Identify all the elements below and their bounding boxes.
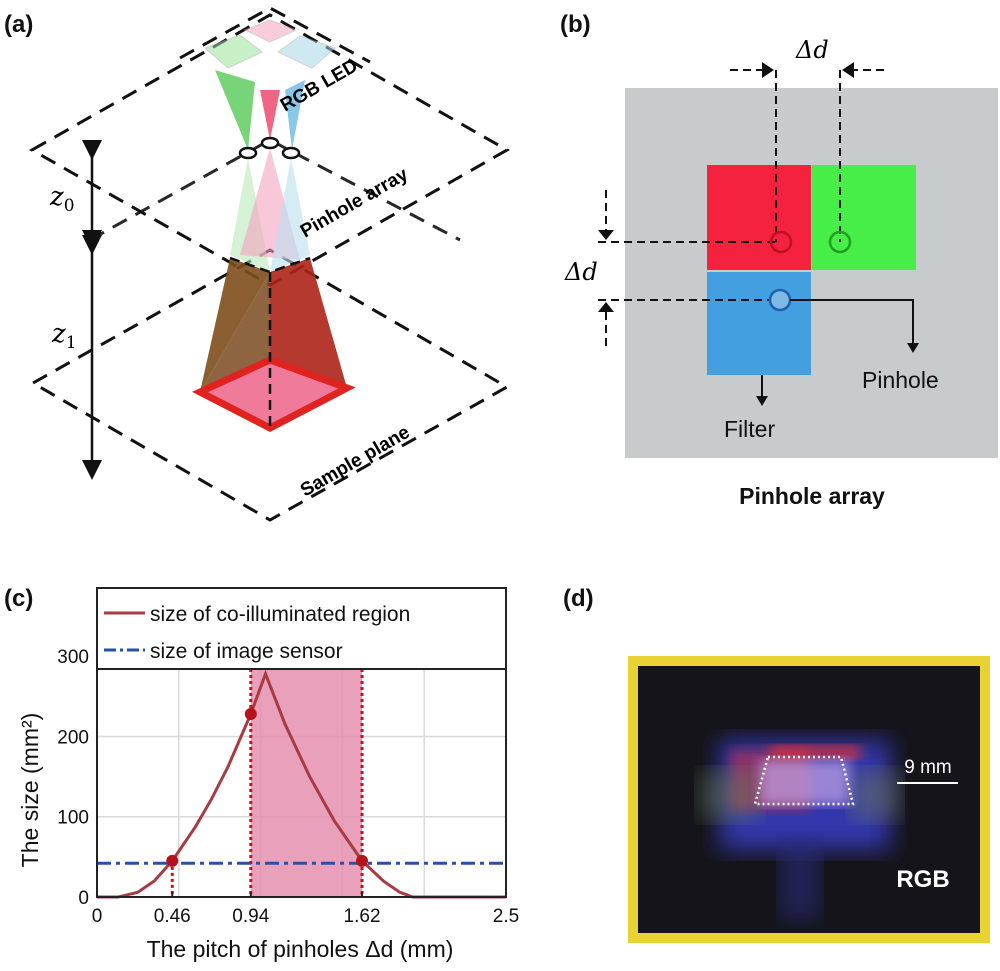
rgb-led	[204, 19, 336, 69]
pyramid-left-face	[200, 258, 270, 392]
x-tick-label: 2.5	[493, 906, 519, 927]
scale-text: 9 mm	[904, 757, 952, 778]
x-axis-label: The pitch of pinholes Δd (mm)	[147, 936, 454, 962]
channel-text: RGB	[896, 866, 949, 893]
green-filter	[812, 165, 916, 270]
z0-label: z0	[49, 182, 75, 216]
panel-d-label: (d)	[563, 585, 594, 612]
x-tick-label: 0.46	[154, 906, 191, 927]
series-line-0	[97, 669, 506, 899]
y-tick-label: 100	[57, 808, 89, 829]
green-pinhole	[828, 230, 852, 254]
panel-d: (d) 9 mm RGB	[563, 585, 990, 943]
pyramid-edges	[229, 256, 311, 428]
pinhole-array-background	[625, 88, 998, 458]
data-point-marker	[356, 854, 369, 867]
filter-text: Filter	[724, 416, 775, 442]
panel-a-label: (a)	[4, 11, 33, 38]
red-pinhole	[769, 230, 793, 254]
red-cone-upper	[260, 90, 280, 140]
pinhole-plane-outline	[28, 13, 511, 287]
blue-pinhole	[768, 288, 792, 312]
y-tick-label: 300	[57, 647, 89, 668]
chart-legend: size of co-illuminated region size of im…	[96, 587, 507, 670]
pinhole-blue	[281, 146, 301, 160]
x-tick-label: 0.94	[232, 906, 269, 927]
panel-c-label: (c)	[4, 585, 33, 612]
pyramid-left-face-back	[200, 272, 270, 392]
panel-c-chart: (c) size of co-illuminated region size o…	[4, 585, 519, 962]
x-tick-label: 0	[92, 906, 103, 927]
filter-arrowhead	[756, 396, 768, 406]
red-filter	[707, 165, 811, 270]
green-cone-upper	[215, 70, 255, 150]
rgb-led-label: RGB LED	[277, 55, 362, 116]
co-illuminated-region	[191, 356, 356, 432]
delta-d-top-label: Δd	[795, 36, 829, 64]
pinhole-green	[238, 146, 258, 160]
pyramid-right-face	[270, 258, 347, 388]
data-point-marker	[244, 708, 257, 721]
pinhole-text: Pinhole	[862, 367, 939, 393]
sensor-outline	[753, 755, 855, 806]
pinhole-array-label: Pinhole array	[297, 164, 412, 243]
y-tick-label: 0	[78, 888, 89, 909]
chart-shade	[250, 669, 363, 897]
illumination-glow	[700, 740, 900, 920]
blue-cone-upper	[285, 80, 305, 150]
chart-marks	[166, 669, 369, 897]
blue-filter	[707, 272, 811, 375]
delta-d-left-label: Δd	[564, 258, 598, 286]
blue-cone-lower	[270, 158, 310, 272]
middle-plane-outline	[89, 138, 461, 242]
led-plane-outline	[179, 6, 371, 64]
dimension-lines	[598, 69, 884, 350]
pinhole-red	[260, 136, 280, 150]
panel-b-label: (b)	[560, 11, 591, 38]
legend-label-sensor: size of image sensor	[150, 640, 343, 663]
y-tick-label: 200	[57, 727, 89, 748]
shaded-region	[250, 669, 363, 897]
y-axis-label: The size (mm²)	[17, 713, 43, 868]
chart-ticks: 0 0.46 0.94 1.62 2.5 0 100 200 300	[57, 647, 519, 927]
pinhole-leader	[790, 299, 914, 345]
x-tick-label: 1.62	[344, 906, 381, 927]
sample-plane-label: Sample plane	[297, 422, 414, 501]
chart-series	[97, 669, 506, 899]
legend-label-region: size of co-illuminated region	[150, 603, 410, 626]
panel-a: (a) z0 z1 RGB LED Pinho	[4, 6, 511, 522]
panel-b: (b) Δd Δd Pinhole Filter Pinhole array	[560, 11, 998, 509]
pinhole-arrowhead	[907, 343, 919, 353]
legend-box	[96, 587, 507, 670]
pinhole-array-caption: Pinhole array	[739, 483, 885, 509]
z1-label: z1	[51, 319, 77, 353]
data-point-marker	[166, 854, 179, 867]
